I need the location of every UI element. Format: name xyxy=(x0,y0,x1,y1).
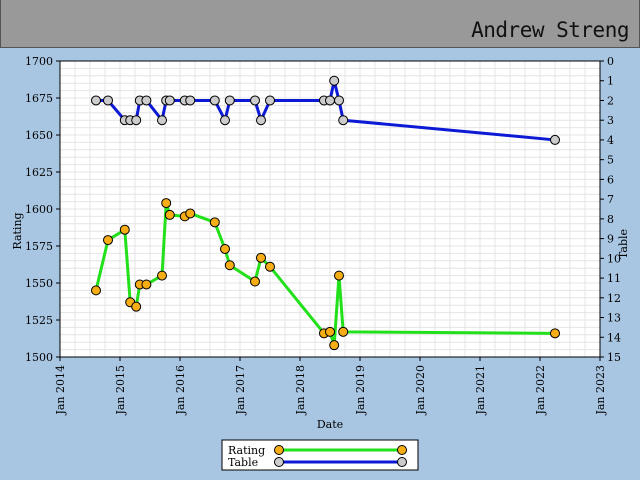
x-tick-label: Jan 2020 xyxy=(414,365,427,416)
legend-marker xyxy=(274,445,284,455)
data-point-rating xyxy=(164,209,175,220)
data-point-rating xyxy=(325,326,335,337)
x-tick-label: Jan 2018 xyxy=(294,365,307,416)
data-point-rating xyxy=(550,328,560,339)
data-point-rating xyxy=(265,261,275,272)
data-point-table xyxy=(220,115,230,126)
data-point-table xyxy=(91,95,101,106)
data-point-rating xyxy=(103,235,113,246)
data-point-table xyxy=(224,95,235,106)
y2-tick-label: 5 xyxy=(607,154,614,167)
data-point-rating xyxy=(161,198,172,209)
y2-tick-label: 15 xyxy=(607,351,621,364)
x-tick-label: Jan 2021 xyxy=(474,365,487,416)
y2-tick-label: 3 xyxy=(607,114,614,127)
y-tick-label: 1675 xyxy=(25,92,53,105)
data-point-rating xyxy=(250,276,260,287)
data-point-table xyxy=(131,115,142,126)
legend-marker xyxy=(397,457,407,467)
y-tick-label: 1575 xyxy=(25,240,53,253)
x-tick-label: Jan 2016 xyxy=(174,365,187,416)
y-tick-label: 1525 xyxy=(25,314,53,327)
data-point-rating xyxy=(256,252,266,263)
legend-label-rating: Rating xyxy=(228,444,265,457)
data-point-rating xyxy=(224,260,235,271)
data-point-table xyxy=(256,115,266,126)
data-point-rating xyxy=(185,208,196,219)
y-tick-label: 1650 xyxy=(25,129,53,142)
x-tick-label: Jan 2022 xyxy=(534,365,547,416)
x-tick-label: Jan 2014 xyxy=(54,365,67,416)
data-point-table xyxy=(334,95,344,106)
y2-tick-label: 14 xyxy=(607,331,621,344)
y2-tick-label: 12 xyxy=(607,292,621,305)
data-point-table xyxy=(329,75,340,86)
x-tick-label: Jan 2017 xyxy=(234,365,247,416)
x-tick-label: Jan 2015 xyxy=(114,365,127,416)
y2-tick-label: 13 xyxy=(607,312,621,325)
data-point-rating xyxy=(338,326,349,337)
y-tick-label: 1625 xyxy=(25,166,53,179)
data-point-table xyxy=(250,95,260,106)
data-point-rating xyxy=(131,301,142,312)
y2-tick-label: 11 xyxy=(607,272,621,285)
x-tick-label: Jan 2019 xyxy=(354,365,367,416)
data-point-rating xyxy=(334,270,344,281)
data-point-table xyxy=(550,134,560,145)
data-point-table xyxy=(164,95,175,106)
y-tick-label: 1500 xyxy=(25,351,53,364)
title-bar: Andrew Streng xyxy=(0,0,640,48)
data-point-rating xyxy=(220,243,230,254)
y2-tick-label: 1 xyxy=(607,75,614,88)
data-point-rating xyxy=(91,285,101,296)
y2-tick-label: 2 xyxy=(607,94,614,107)
player-name: Andrew Streng xyxy=(471,18,629,42)
x-axis-title: Date xyxy=(317,418,343,431)
data-point-rating xyxy=(209,217,220,228)
x-tick-label: Jan 2023 xyxy=(594,365,607,416)
data-point-table xyxy=(185,95,196,106)
y-axis-title: Rating xyxy=(11,212,24,249)
data-point-table xyxy=(209,95,220,106)
series-markers xyxy=(91,75,560,351)
data-point-rating xyxy=(329,340,340,351)
y2-tick-label: 8 xyxy=(607,213,614,226)
y-tick-label: 1700 xyxy=(25,55,53,68)
y2-tick-label: 10 xyxy=(607,252,621,265)
legend-marker xyxy=(274,457,284,467)
data-point-rating xyxy=(141,279,152,290)
y-tick-label: 1600 xyxy=(25,203,53,216)
data-point-table xyxy=(157,115,167,126)
legend-label-table: Table xyxy=(228,456,258,469)
x-axis: Jan 2014 Jan 2015 Jan 2016 Jan 2017 Jan 2018… xyxy=(54,357,607,416)
data-point-table xyxy=(265,95,275,106)
data-point-rating xyxy=(119,224,130,235)
y2-tick-label: 7 xyxy=(607,193,614,206)
chart-grid xyxy=(59,60,601,358)
y2-tick-label: 9 xyxy=(607,233,614,246)
data-point-table xyxy=(141,95,152,106)
y2-axis-title: Table xyxy=(617,229,630,259)
data-point-rating xyxy=(157,270,167,281)
data-point-table xyxy=(103,95,113,106)
y-tick-label: 1550 xyxy=(25,277,53,290)
legend-box xyxy=(221,439,419,471)
y-axis: 1500 1525 1550 1575 1600 1625 1650 1675 1700 xyxy=(25,55,60,364)
y2-tick-label: 4 xyxy=(607,134,614,147)
data-point-table xyxy=(338,115,349,126)
data-point-table xyxy=(325,95,335,106)
legend-marker xyxy=(397,445,407,455)
y2-tick-label: 6 xyxy=(607,173,614,186)
y2-tick-label: 0 xyxy=(607,55,614,68)
